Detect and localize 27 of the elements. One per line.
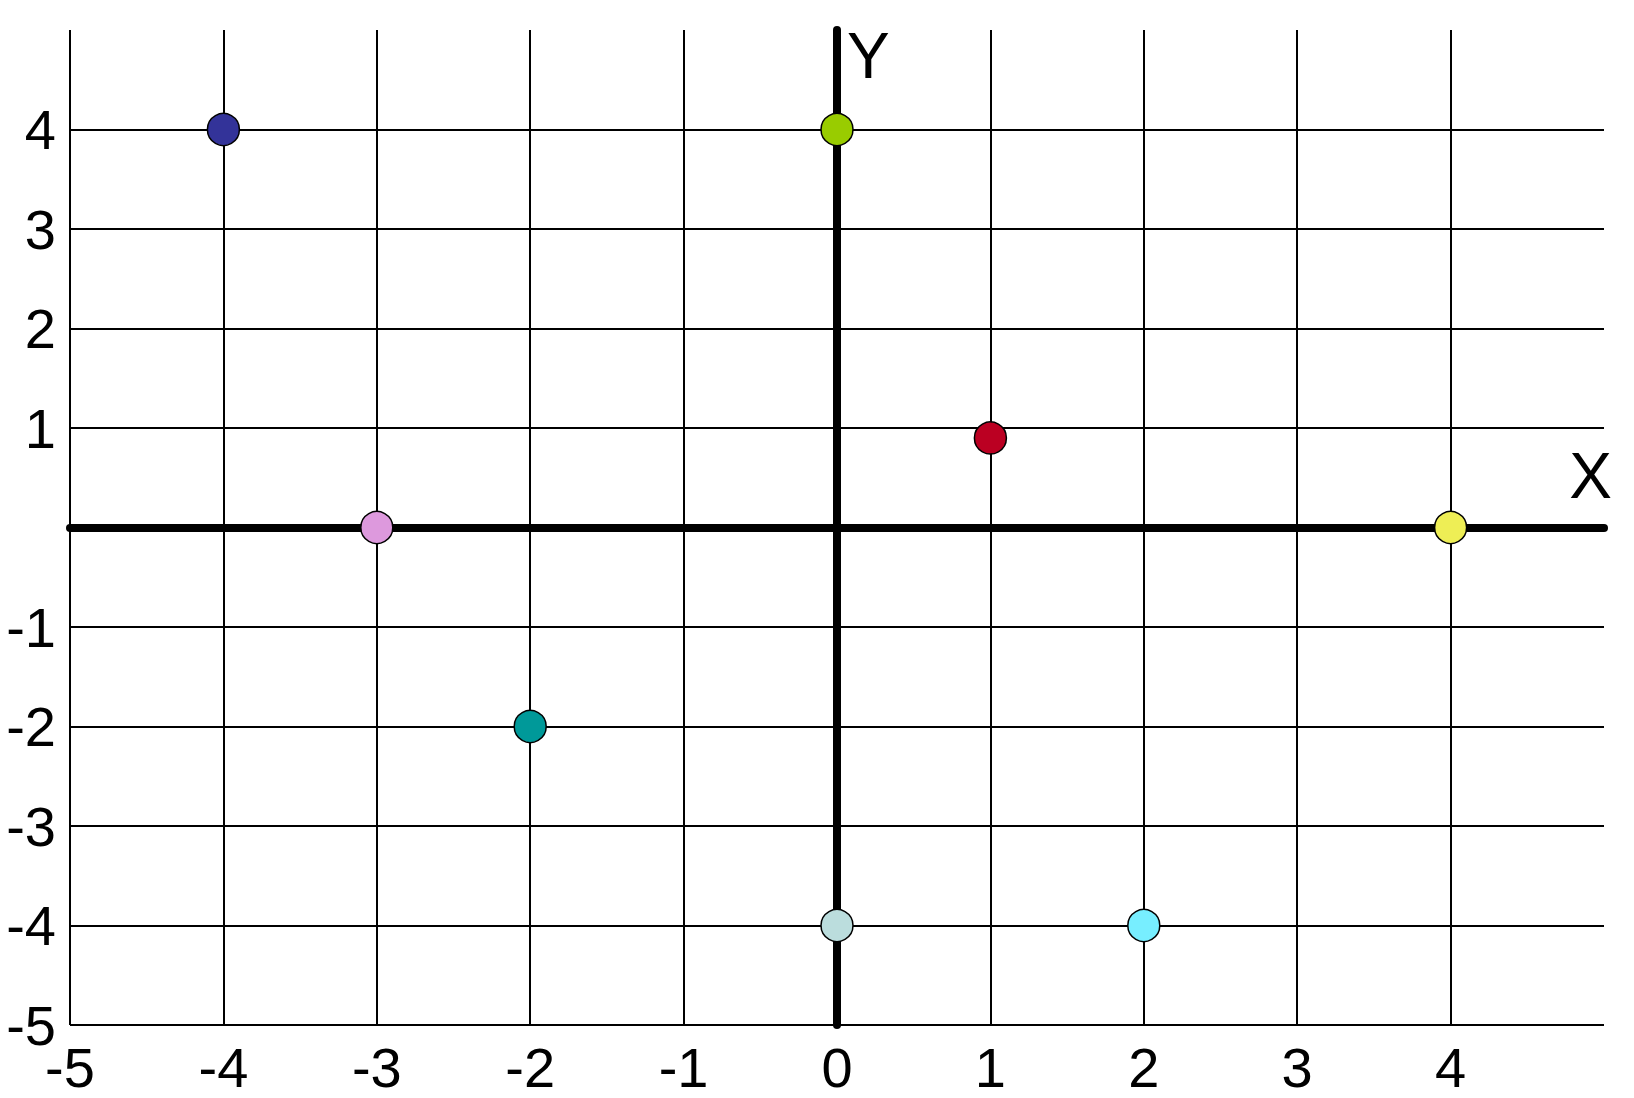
- y-tick-label: -4: [6, 894, 56, 957]
- y-tick-label: 3: [24, 197, 56, 261]
- x-tick-label: -1: [658, 1035, 709, 1098]
- y-tick-label: 2: [24, 297, 56, 360]
- y-tick-label: -2: [6, 695, 56, 758]
- x-tick-label: -2: [505, 1035, 556, 1098]
- point: [820, 112, 854, 147]
- x-tick-label: 3: [1281, 1035, 1313, 1098]
- x-tick-label: 2: [1128, 1035, 1160, 1098]
- point: [820, 908, 854, 943]
- y-tick-label: -3: [6, 794, 56, 858]
- point: [973, 421, 1008, 455]
- y-tick-label: -1: [6, 595, 56, 659]
- y-tick-label: 1: [24, 396, 56, 460]
- point: [1127, 908, 1161, 943]
- x-tick-label: 0: [821, 1035, 853, 1098]
- x-tick-label: 1: [974, 1035, 1006, 1098]
- x-tick-label: -4: [198, 1035, 249, 1098]
- x-axis-title: X: [1569, 439, 1612, 512]
- y-tick-label: 4: [24, 98, 56, 161]
- x-tick-label: -3: [351, 1035, 402, 1098]
- point: [513, 709, 547, 744]
- y-axis-title: Y: [847, 20, 890, 92]
- point: [206, 112, 241, 147]
- point: [360, 510, 394, 545]
- point: [1433, 510, 1468, 545]
- x-tick-label: 4: [1435, 1035, 1467, 1098]
